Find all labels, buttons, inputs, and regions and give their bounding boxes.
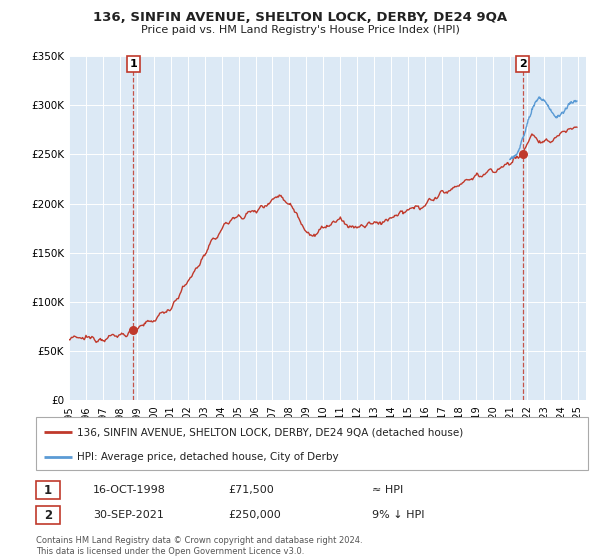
- FancyBboxPatch shape: [36, 417, 588, 470]
- Text: 2: 2: [519, 59, 526, 69]
- Text: ≈ HPI: ≈ HPI: [372, 485, 403, 495]
- Text: £71,500: £71,500: [228, 485, 274, 495]
- Text: 9% ↓ HPI: 9% ↓ HPI: [372, 510, 425, 520]
- Text: 30-SEP-2021: 30-SEP-2021: [93, 510, 164, 520]
- FancyBboxPatch shape: [36, 506, 60, 524]
- Text: 2: 2: [44, 508, 52, 522]
- Text: Price paid vs. HM Land Registry's House Price Index (HPI): Price paid vs. HM Land Registry's House …: [140, 25, 460, 35]
- FancyBboxPatch shape: [36, 481, 60, 499]
- Text: 1: 1: [44, 483, 52, 497]
- Text: 136, SINFIN AVENUE, SHELTON LOCK, DERBY, DE24 9QA: 136, SINFIN AVENUE, SHELTON LOCK, DERBY,…: [93, 11, 507, 24]
- Text: £250,000: £250,000: [228, 510, 281, 520]
- Text: 1: 1: [130, 59, 137, 69]
- Text: Contains HM Land Registry data © Crown copyright and database right 2024.
This d: Contains HM Land Registry data © Crown c…: [36, 536, 362, 556]
- Text: HPI: Average price, detached house, City of Derby: HPI: Average price, detached house, City…: [77, 452, 339, 462]
- Text: 136, SINFIN AVENUE, SHELTON LOCK, DERBY, DE24 9QA (detached house): 136, SINFIN AVENUE, SHELTON LOCK, DERBY,…: [77, 427, 464, 437]
- Text: 16-OCT-1998: 16-OCT-1998: [93, 485, 166, 495]
